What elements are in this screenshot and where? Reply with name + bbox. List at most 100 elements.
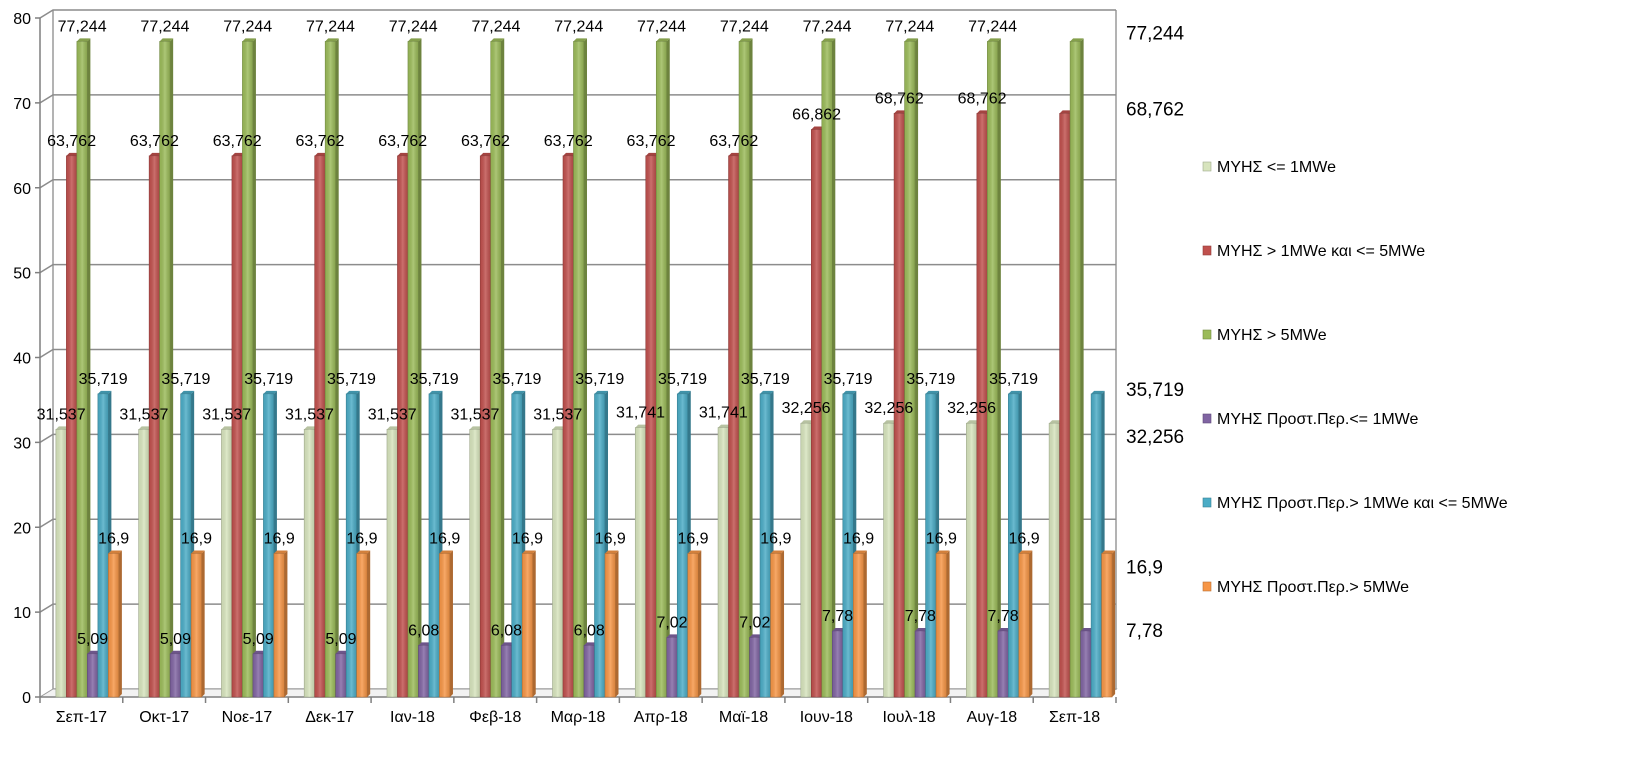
bar-top (490, 38, 505, 42)
bar-side (698, 550, 702, 697)
bar-top (263, 390, 277, 394)
bar-shade (728, 155, 740, 698)
bar-side (284, 550, 288, 697)
data-label: 31,537 (533, 406, 582, 423)
y-tick-label: 70 (13, 96, 31, 113)
bar-shade (687, 553, 699, 697)
x-tick-label: Αυγ-18 (967, 709, 1018, 726)
bar (242, 38, 256, 698)
bar-shade (645, 155, 657, 698)
bar (687, 550, 702, 698)
data-label: 5,09 (325, 631, 356, 648)
bar-top (728, 152, 743, 156)
bar (1018, 550, 1033, 698)
bar-top (1101, 550, 1116, 554)
data-label: 77,244 (58, 18, 107, 35)
y-tick-label: 40 (13, 351, 31, 368)
data-label: 32,256 (947, 400, 996, 417)
bar-shade (149, 155, 160, 698)
legend-swatch (1202, 581, 1212, 592)
bar-top (584, 642, 598, 646)
bar-top (221, 426, 235, 430)
data-label: 77,244 (720, 18, 769, 35)
legend-item: ΜΥΗΣ Προστ.Περ.> 5MWe (1202, 579, 1409, 596)
data-label: 68,762 (958, 90, 1007, 107)
bar-top (821, 38, 836, 42)
data-label: 31,537 (202, 406, 251, 423)
bar-shade (883, 423, 895, 697)
bar-side (501, 38, 505, 698)
bar-shade (656, 41, 667, 698)
x-tick-label: Μαρ-18 (551, 709, 606, 726)
data-label: 31,537 (119, 406, 168, 423)
data-label: 77,244 (389, 18, 438, 35)
legend-label: ΜΥΗΣ <= 1MWe (1217, 159, 1336, 176)
data-label: 5,09 (160, 631, 191, 648)
bar-top (605, 550, 619, 554)
legend-swatch (1202, 413, 1212, 424)
bar (1069, 38, 1084, 698)
bar-top (76, 38, 91, 42)
gridline (39, 178, 1116, 189)
bar-side (87, 38, 91, 698)
x-tick-label: Μαϊ-18 (719, 709, 768, 726)
bar-top (883, 420, 898, 424)
legend-item: ΜΥΗΣ Προστ.Περ.<= 1MWe (1202, 411, 1418, 428)
data-label: 63,762 (213, 133, 262, 150)
bar-shade (1008, 393, 1019, 697)
bar-shade (522, 553, 533, 697)
bar-shade (335, 653, 347, 697)
bar-shade (159, 41, 171, 698)
legend-item: ΜΥΗΣ <= 1MWe (1202, 159, 1336, 176)
bar-shade (997, 630, 1009, 697)
data-label: 7,02 (656, 614, 687, 631)
data-label: 63,762 (130, 133, 179, 150)
data-label: 35,719 (244, 371, 293, 388)
legend-item: ΜΥΗΣ > 1MWe και <= 5MWe (1202, 243, 1425, 260)
tick-labels: 0 10 20 30 40 50 60 70 80 Σεπ-17 Οκτ-17 Νοε-17 Δεκ-1… (13, 11, 1100, 726)
bar (987, 38, 1001, 698)
bar-shade (842, 393, 854, 697)
bar-top (552, 426, 566, 430)
bar-shade (397, 155, 408, 698)
bar-top (832, 627, 846, 631)
bar-shade (1091, 393, 1102, 697)
bar-top (1059, 110, 1074, 114)
bar-top (573, 38, 587, 42)
data-label: 31,537 (285, 406, 334, 423)
data-label: 35,719 (161, 371, 210, 388)
bar-shade (966, 423, 977, 697)
data-label: 63,762 (709, 133, 758, 150)
y-tick-label: 20 (13, 520, 31, 537)
data-label: 5,09 (77, 631, 108, 648)
bar-side (252, 38, 256, 698)
bar-shade (469, 429, 481, 697)
bar-top (563, 152, 577, 156)
x-tick-label: Ιουλ-18 (882, 709, 935, 726)
x-tick-label: Οκτ-17 (139, 709, 189, 726)
bar-shade (490, 41, 502, 698)
bar-side (1029, 550, 1033, 697)
bar-top (635, 424, 649, 428)
bar-top (511, 390, 526, 394)
bar-top (335, 650, 350, 654)
bar-top (170, 650, 184, 654)
bar-shade (770, 553, 782, 697)
bar-top (1018, 550, 1033, 554)
data-label: 7,78 (988, 608, 1019, 625)
bar (935, 550, 950, 698)
bar-top (915, 627, 929, 631)
x-tick-label: Απρ-18 (634, 709, 688, 726)
data-label: 35,719 (410, 371, 459, 388)
data-label: 35,719 (824, 371, 873, 388)
data-label: 35,719 (575, 371, 624, 388)
bar (655, 38, 670, 698)
bar (853, 550, 867, 698)
bar-side (832, 38, 836, 698)
data-label: 63,762 (627, 133, 676, 150)
bar-shade (925, 393, 937, 697)
bar-shade (66, 155, 77, 698)
y-tick-label: 0 (22, 690, 31, 707)
bar-top (180, 390, 195, 394)
